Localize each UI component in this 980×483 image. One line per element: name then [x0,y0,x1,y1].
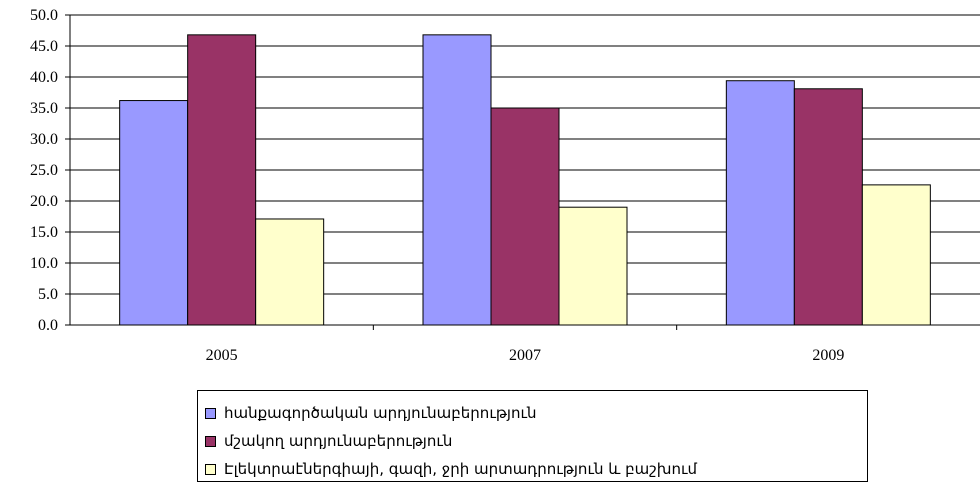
y-tick-label: 0.0 [38,317,58,334]
x-tick-label: 2009 [812,347,844,364]
bar-2005-series-3 [255,218,325,326]
legend: հանքագործական արդյունաբերություն մշակող … [197,390,868,482]
y-tick-label: 10.0 [30,255,58,272]
y-tick-labels: 0.0 5.0 10.0 15.0 20.0 25.0 30.0 35.0 40.0 45.0 50… [30,7,58,334]
x-tick-label: 2007 [509,347,541,364]
y-tick-label: 15.0 [30,224,58,241]
chart-plot: 0.0 5.0 10.0 15.0 20.0 25.0 30.0 35.0 40.0 45.0 50… [30,7,980,364]
y-tick-label: 25.0 [30,162,58,179]
legend-swatch-series-2 [205,435,216,447]
bar-2007-series-2 [490,107,560,326]
bar-2005-series-2 [187,34,257,326]
legend-item-series-3: Էլեկտրաէներգիայի, գազի, ջրի արտադրությու… [205,455,867,483]
bar-2007-series-3 [558,206,628,326]
legend-label-series-3: Էլեկտրաէներգիայի, գազի, ջրի արտադրությու… [224,460,698,478]
bar-2005-series-1 [119,100,189,326]
legend-item-series-2: մշակող արդյունաբերություն [205,427,867,455]
y-tick-label: 5.0 [38,286,58,303]
bar-2009-series-3 [861,184,931,326]
bar-2009-series-2 [793,88,863,326]
y-tick-label: 40.0 [30,69,58,86]
axes [65,14,980,330]
legend-label-series-1: հանքագործական արդյունաբերություն [224,404,537,422]
y-tick-label: 20.0 [30,193,58,210]
legend-swatch-series-3 [205,463,216,475]
bar-2009-series-1 [725,80,795,326]
y-tick-label: 30.0 [30,131,58,148]
y-tick-label: 50.0 [30,7,58,24]
legend-label-series-2: մշակող արդյունաբերություն [224,432,453,450]
x-tick-labels: 2005 2007 2009 [206,347,845,364]
bars [119,34,931,326]
x-tick-label: 2005 [206,347,238,364]
y-tick-label: 45.0 [30,38,58,55]
legend-swatch-series-1 [205,407,216,419]
legend-item-series-1: հանքագործական արդյունաբերություն [205,399,867,427]
bar-2007-series-1 [422,34,492,326]
y-tick-label: 35.0 [30,100,58,117]
